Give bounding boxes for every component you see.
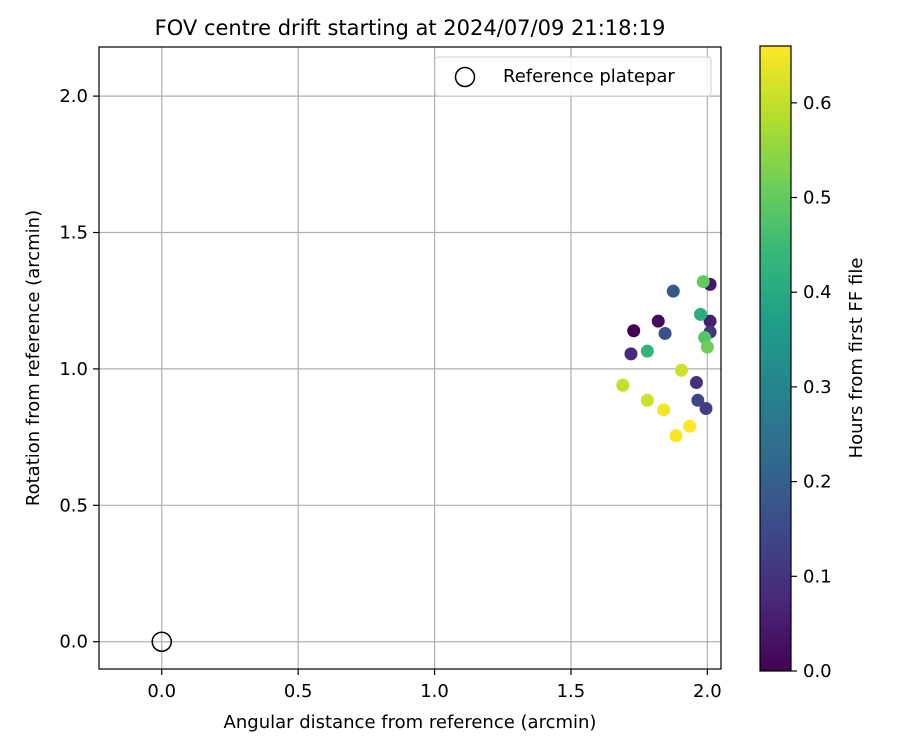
plot-frame	[98, 46, 722, 670]
x-tick-label: 2.0	[693, 681, 722, 702]
colorbar-ticks: 0.0 0.1 0.2 0.3 0.4 0.5 0.6	[791, 93, 832, 682]
y-tick-label: 1.0	[59, 359, 88, 380]
y-axis-label: Rotation from reference (arcmin)	[23, 210, 44, 506]
y-tick-label: 1.5	[59, 223, 88, 244]
x-tick-label: 1.0	[420, 681, 449, 702]
x-axis-ticks: 0.0 0.5 1.0 1.5 2.0	[147, 669, 722, 702]
data-point	[640, 344, 654, 358]
colorbar-tick-label: 0.2	[803, 472, 832, 493]
colorbar-tick-label: 0.4	[803, 282, 832, 303]
legend-box	[434, 56, 712, 97]
data-point	[669, 429, 683, 443]
data-point	[694, 307, 708, 321]
data-point	[627, 324, 641, 338]
y-tick-label: 0.0	[59, 632, 88, 653]
legend-label: Reference platepar	[503, 66, 675, 87]
data-point	[691, 393, 705, 407]
data-point	[699, 401, 713, 415]
data-point	[616, 378, 630, 392]
data-point	[683, 419, 697, 433]
reference-marker	[151, 631, 172, 652]
colorbar-tick-label: 0.0	[803, 661, 832, 682]
x-axis-label: Angular distance from reference (arcmin)	[224, 712, 597, 733]
data-point	[666, 284, 680, 298]
data-point	[696, 275, 710, 289]
colorbar-tick-label: 0.1	[803, 566, 832, 587]
data-point	[674, 363, 688, 377]
data-point	[703, 314, 717, 328]
y-tick-label: 0.5	[59, 495, 88, 516]
data-point	[658, 326, 672, 340]
data-point	[657, 403, 671, 417]
colorbar-tick-label: 0.5	[803, 188, 832, 209]
data-point	[640, 393, 654, 407]
colorbar-gradient	[759, 45, 792, 672]
data-points	[616, 275, 717, 443]
colorbar: 0.0 0.1 0.2 0.3 0.4 0.5 0.6 Hours from first F…	[759, 45, 867, 682]
data-point	[624, 347, 638, 361]
x-tick-label: 0.0	[147, 681, 176, 702]
x-tick-label: 0.5	[284, 681, 313, 702]
legend-marker-icon	[454, 66, 476, 88]
x-tick-label: 1.5	[557, 681, 586, 702]
data-point	[700, 340, 714, 354]
data-point	[651, 314, 665, 328]
colorbar-tick-label: 0.6	[803, 93, 832, 114]
y-axis-ticks: 0.0 0.5 1.0 1.5 2.0	[59, 86, 99, 653]
chart-title: FOV centre drift starting at 2024/07/09 …	[155, 16, 666, 40]
colorbar-label: Hours from first FF file	[846, 258, 867, 459]
reference-marker-group	[151, 631, 172, 652]
data-point	[689, 376, 703, 390]
legend: Reference platepar	[434, 56, 712, 97]
colorbar-tick-label: 0.3	[803, 377, 832, 398]
y-tick-label: 2.0	[59, 86, 88, 107]
